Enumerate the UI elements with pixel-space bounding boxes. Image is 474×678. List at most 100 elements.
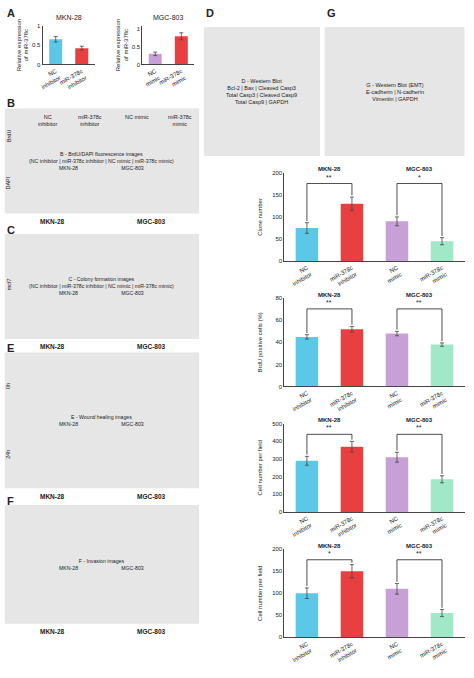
svg-text:miR-378cmimic: miR-378cmimic [419, 390, 448, 415]
svg-text:MKN-28: MKN-28 [318, 417, 341, 423]
svg-text:MKN-28: MKN-28 [318, 292, 341, 298]
svg-text:80: 80 [276, 295, 283, 301]
svg-text:0h: 0h [5, 383, 11, 389]
svg-text:0: 0 [279, 258, 283, 264]
svg-text:MKN-28: MKN-28 [40, 218, 65, 225]
svg-text:MKN-28: MKN-28 [318, 543, 341, 549]
svg-text:F: F [7, 495, 14, 507]
svg-text:DAPI: DAPI [5, 176, 11, 189]
svg-text:0.5: 0.5 [32, 42, 41, 48]
svg-text:**: ** [326, 424, 332, 431]
svg-text:0: 0 [279, 384, 283, 390]
svg-text:MGC-803: MGC-803 [137, 343, 166, 350]
svg-text:150: 150 [272, 192, 283, 198]
svg-text:100: 100 [272, 214, 283, 220]
svg-text:Relative expressionof miR-378c: Relative expressionof miR-378c [115, 19, 129, 71]
svg-text:BrdU: BrdU [6, 130, 12, 143]
svg-text:300: 300 [272, 456, 283, 462]
svg-text:50: 50 [276, 612, 283, 618]
svg-text:**: ** [326, 299, 332, 306]
svg-text:200: 200 [272, 474, 283, 480]
svg-text:NCmimic: NCmimic [141, 68, 162, 88]
svg-text:MKN-28: MKN-28 [40, 493, 65, 500]
svg-text:miR-378cinhibitor: miR-378cinhibitor [78, 114, 102, 127]
svg-text:40: 40 [276, 339, 283, 345]
svg-text:miR-378cinhibitor: miR-378cinhibitor [329, 264, 358, 289]
svg-text:*: * [418, 174, 421, 181]
svg-text:NCinhibitor: NCinhibitor [288, 515, 314, 538]
svg-text:miR-378cmimic: miR-378cmimic [419, 641, 448, 666]
svg-text:**: ** [416, 424, 422, 431]
svg-text:MKN-28: MKN-28 [56, 14, 82, 21]
svg-text:D: D [206, 7, 214, 19]
svg-text:A: A [7, 7, 15, 19]
svg-text:400: 400 [272, 438, 283, 444]
svg-text:miR-378cmimic: miR-378cmimic [168, 114, 192, 127]
svg-text:150: 150 [272, 568, 283, 574]
svg-text:Relative expressionof miR-378c: Relative expressionof miR-378c [16, 19, 30, 71]
svg-text:0: 0 [279, 634, 283, 640]
svg-text:MKN-28: MKN-28 [40, 628, 65, 635]
svg-text:MGC-803: MGC-803 [406, 292, 433, 298]
svg-text:MGC-803: MGC-803 [153, 14, 183, 21]
svg-text:miR-378cmimic: miR-378cmimic [158, 68, 187, 93]
svg-text:C - Colony formation images(NC: C - Colony formation images(NC inhibitor… [29, 276, 174, 296]
svg-text:Cell number per field: Cell number per field [257, 440, 263, 495]
svg-text:BrdU positive cells (%): BrdU positive cells (%) [257, 312, 263, 372]
svg-text:NCmimic: NCmimic [382, 390, 403, 410]
svg-text:miR-378cinhibitor: miR-378cinhibitor [329, 641, 358, 666]
svg-text:MGC-803: MGC-803 [137, 493, 166, 500]
svg-text:D - Western BlotBcl-2 | Bax |: D - Western BlotBcl-2 | Bax | Cleaved Ca… [226, 78, 297, 105]
svg-text:Cell number per field: Cell number per field [257, 566, 263, 621]
svg-text:NCinhibitor: NCinhibitor [38, 114, 57, 127]
svg-text:NCinhibitor: NCinhibitor [288, 390, 314, 413]
svg-text:miR-378cinhibitor: miR-378cinhibitor [329, 515, 358, 540]
svg-text:NCmimic: NCmimic [382, 264, 403, 284]
svg-text:0.5: 0.5 [132, 44, 141, 50]
svg-text:200: 200 [272, 170, 283, 176]
svg-text:miR-378cinhibitor: miR-378cinhibitor [329, 390, 358, 415]
svg-text:50: 50 [276, 236, 283, 242]
svg-text:24h: 24h [5, 450, 11, 459]
svg-text:NCmimic: NCmimic [382, 515, 403, 535]
svg-text:500: 500 [272, 421, 283, 427]
svg-text:G - Western Blot (EMT)E-cadher: G - Western Blot (EMT)E-cadherin | N-cad… [366, 82, 424, 102]
svg-text:E: E [7, 342, 14, 354]
svg-text:NCinhibitor: NCinhibitor [36, 68, 62, 91]
svg-text:MGC-803: MGC-803 [406, 543, 433, 549]
svg-text:0: 0 [37, 62, 41, 68]
svg-text:**: ** [326, 174, 332, 181]
svg-text:MGC-803: MGC-803 [406, 417, 433, 423]
svg-text:MGC-803: MGC-803 [406, 166, 433, 172]
svg-text:1: 1 [37, 23, 41, 29]
svg-text:NCinhibitor: NCinhibitor [288, 640, 314, 663]
svg-text:**: ** [416, 550, 422, 557]
svg-text:MGC-803: MGC-803 [137, 218, 166, 225]
svg-text:B - BrdU/DAPI fluorescence ima: B - BrdU/DAPI fluorescence images(NC inh… [29, 151, 174, 171]
svg-text:**: ** [416, 299, 422, 306]
svg-text:MKN-28: MKN-28 [40, 343, 65, 350]
svg-text:100: 100 [272, 491, 283, 497]
svg-text:60: 60 [276, 317, 283, 323]
svg-text:miR-378cmimic: miR-378cmimic [419, 264, 448, 289]
svg-text:NC mimic: NC mimic [125, 114, 149, 120]
svg-text:20: 20 [276, 362, 283, 368]
svg-text:mcf7: mcf7 [6, 278, 12, 290]
svg-text:MKN-28: MKN-28 [318, 166, 341, 172]
svg-text:NCinhibitor: NCinhibitor [288, 264, 314, 287]
svg-text:MGC-803: MGC-803 [137, 628, 166, 635]
svg-text:G: G [327, 7, 336, 19]
svg-text:200: 200 [272, 546, 283, 552]
svg-text:C: C [7, 224, 15, 236]
svg-text:0: 0 [137, 62, 141, 68]
svg-text:NCmimic: NCmimic [382, 640, 403, 660]
svg-text:100: 100 [272, 590, 283, 596]
svg-text:B: B [7, 97, 15, 109]
svg-text:1: 1 [137, 26, 141, 32]
svg-text:miR-378cinhibitor: miR-378cinhibitor [59, 68, 88, 93]
svg-text:miR-378cmimic: miR-378cmimic [419, 515, 448, 540]
svg-text:Clone number: Clone number [257, 198, 263, 236]
svg-text:0: 0 [279, 509, 283, 515]
svg-text:E - Wound healing imagesMKN-28: E - Wound healing imagesMKN-28 MGC-803 [59, 414, 144, 427]
svg-text:*: * [328, 550, 331, 557]
